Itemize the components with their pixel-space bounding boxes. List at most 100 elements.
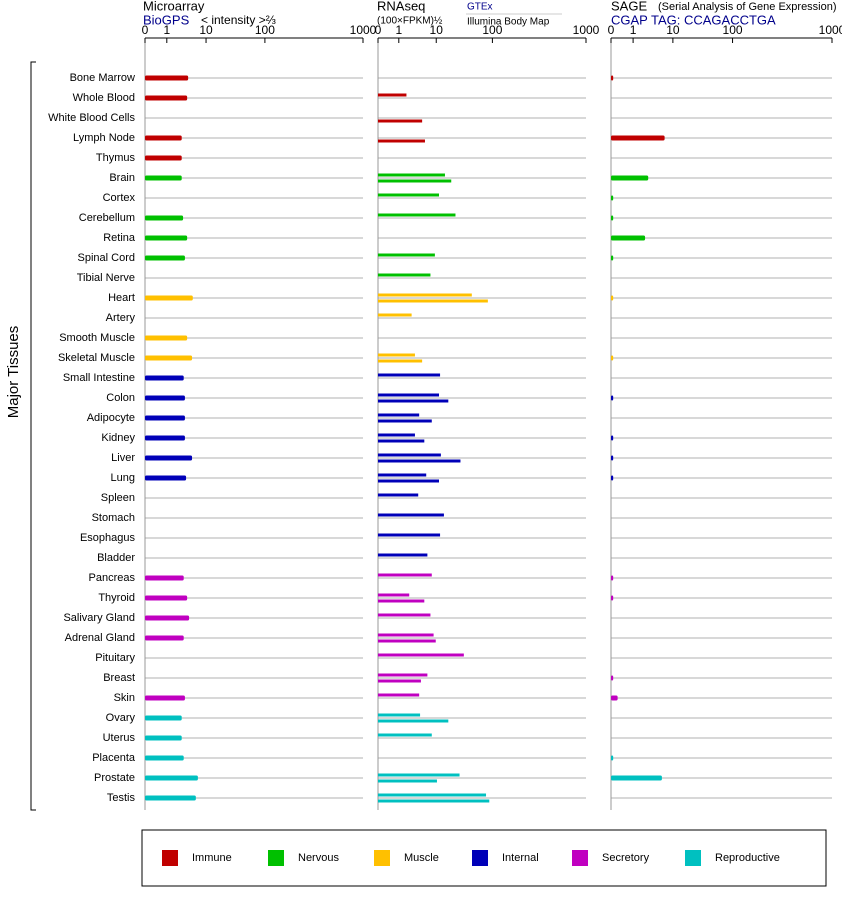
bar xyxy=(145,295,193,301)
x-tick-label: 0 xyxy=(608,23,615,37)
bar xyxy=(611,135,665,141)
bar xyxy=(378,459,461,463)
legend-label: Immune xyxy=(192,852,232,864)
bar xyxy=(378,273,431,277)
tissue-label: Smooth Muscle xyxy=(59,332,135,344)
series-name: BioGPS xyxy=(143,12,190,27)
bar xyxy=(145,475,187,481)
bar xyxy=(145,215,184,221)
bar xyxy=(611,575,614,581)
bar xyxy=(145,735,182,741)
bar xyxy=(611,355,614,361)
tissue-label: Whole Blood xyxy=(73,92,135,104)
legend-swatch xyxy=(162,850,178,866)
tissue-label: Liver xyxy=(111,452,135,464)
bar xyxy=(378,479,440,483)
bar xyxy=(145,635,184,641)
tissue-label: Cortex xyxy=(103,192,136,204)
bar xyxy=(378,513,444,517)
bar xyxy=(378,633,434,637)
legend-label: Secretory xyxy=(602,852,650,864)
bar xyxy=(145,575,184,581)
bar xyxy=(378,653,464,657)
tissue-label: Spleen xyxy=(101,492,135,504)
bar xyxy=(378,493,419,497)
bracket xyxy=(30,61,36,811)
bar xyxy=(378,419,432,423)
tissue-label: White Blood Cells xyxy=(48,112,135,124)
bar xyxy=(378,413,420,417)
tissue-label: Kidney xyxy=(101,432,135,444)
x-tick-label: 10 xyxy=(430,23,444,37)
series-name: Illumina Body Map xyxy=(467,17,550,28)
bar xyxy=(611,755,614,761)
bar xyxy=(611,675,614,681)
tissue-label: Lymph Node xyxy=(73,132,135,144)
bar xyxy=(611,475,614,481)
bar xyxy=(145,415,185,421)
bar xyxy=(145,695,185,701)
bar xyxy=(378,313,412,317)
bar xyxy=(378,679,421,683)
bar xyxy=(145,615,190,621)
tissue-label: Testis xyxy=(107,792,136,804)
bar xyxy=(378,179,452,183)
series-name: GTEx xyxy=(467,2,493,13)
bar xyxy=(145,235,188,241)
tissue-label: Prostate xyxy=(94,772,135,784)
bar xyxy=(145,455,193,461)
bar xyxy=(145,255,185,261)
bar xyxy=(145,95,188,101)
bar xyxy=(145,155,182,161)
tissue-label: Pancreas xyxy=(89,572,136,584)
tissue-label: Heart xyxy=(108,292,135,304)
bar xyxy=(378,393,440,397)
bar xyxy=(611,435,614,441)
tissue-label: Thymus xyxy=(96,152,136,164)
bar xyxy=(378,773,460,777)
tissue-label: Spinal Cord xyxy=(78,252,135,264)
bar xyxy=(611,255,614,261)
bar xyxy=(611,75,614,81)
y-label: Major Tissues xyxy=(5,326,22,419)
tissue-label: Small Intestine xyxy=(63,372,135,384)
bar xyxy=(378,593,410,597)
legend-box xyxy=(141,829,827,887)
bar xyxy=(378,93,407,97)
bar xyxy=(145,775,198,781)
bar xyxy=(611,295,614,301)
panel-title: Microarray xyxy=(143,0,205,13)
legend-label: Nervous xyxy=(298,852,339,864)
bar xyxy=(378,639,436,643)
tissue-label: Breast xyxy=(103,672,135,684)
x-tick-label: 1 xyxy=(395,23,402,37)
x-tick-label: 100 xyxy=(255,23,275,37)
bar xyxy=(378,433,415,437)
tissue-label: Colon xyxy=(106,392,135,404)
bar xyxy=(378,299,488,303)
bar xyxy=(145,375,184,381)
tissue-label: Skin xyxy=(114,692,135,704)
tissue-label: Artery xyxy=(106,312,136,324)
tissue-label: Ovary xyxy=(106,712,136,724)
bar xyxy=(145,755,184,761)
bar xyxy=(611,595,614,601)
bar xyxy=(611,695,618,701)
bar xyxy=(378,713,421,717)
bar xyxy=(378,733,432,737)
bar xyxy=(378,213,456,217)
bar xyxy=(378,293,472,297)
bar xyxy=(378,779,437,783)
x-tick-label: 1 xyxy=(630,23,637,37)
legend-swatch xyxy=(374,850,390,866)
tissue-label: Brain xyxy=(109,172,135,184)
panel-title: SAGE xyxy=(611,0,647,13)
panel-title: RNAseq xyxy=(377,0,425,13)
bar xyxy=(378,453,441,457)
bar xyxy=(378,439,425,443)
x-tick-label: 100 xyxy=(723,23,743,37)
bar xyxy=(145,135,182,141)
tissue-label: Adrenal Gland xyxy=(65,632,135,644)
bar xyxy=(145,175,182,181)
bar xyxy=(378,613,431,617)
